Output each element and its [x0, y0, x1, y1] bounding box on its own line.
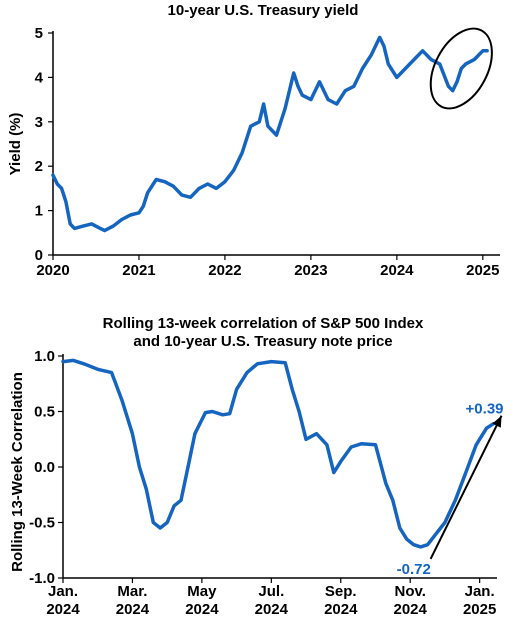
chart1-highlight-ellipse — [429, 27, 493, 110]
chart2-x-tick-month: Mar. — [117, 583, 147, 600]
chart2-x-tick-year: 2024 — [255, 601, 289, 618]
chart2-title-line1: Rolling 13-week correlation of S&P 500 I… — [102, 315, 424, 332]
treasury-yield-chart: 0 1 2 3 4 5 2020 2021 2022 2023 2024 2025 Yield (%) — [7, 25, 500, 279]
chart2-x-tick-year: 2025 — [463, 601, 496, 618]
chart1-title: 10-year U.S. Treasury yield — [167, 2, 359, 19]
chart1-x-tick-label: 2025 — [466, 262, 499, 279]
chart2-y-tick-label: -0.5 — [29, 515, 55, 532]
chart2-x-tick-month: May — [187, 583, 217, 600]
chart1-x-tick-label: 2020 — [36, 262, 69, 279]
chart1-y-tick-label: 4 — [35, 69, 44, 86]
chart2-x-tick-year: 2024 — [394, 601, 428, 618]
chart2-x-tick-month: Nov. — [394, 583, 425, 600]
chart2-annotation-trough: -0.72 — [397, 561, 431, 578]
chart2-y-tick-label: 0.5 — [34, 404, 55, 421]
chart2-correlation-line — [61, 358, 496, 549]
chart2-x-tick-year: 2024 — [185, 601, 219, 618]
chart2-trend-arrow-head — [492, 415, 502, 428]
chart1-y-tick-label: 3 — [35, 114, 43, 131]
chart1-yield-line — [51, 35, 489, 233]
chart2-trend-arrow-shaft — [429, 415, 503, 560]
chart2-x-tick-year: 2024 — [46, 601, 80, 618]
chart1-x-tick-label: 2022 — [208, 262, 241, 279]
chart1-y-tick-label: 2 — [35, 158, 43, 175]
chart2-x-tick-year: 2024 — [324, 601, 358, 618]
chart2-annotation-latest: +0.39 — [466, 401, 504, 418]
chart2-x-tick-year: 2024 — [116, 601, 150, 618]
chart2-x-tick-month: Sep. — [325, 583, 357, 600]
chart2-y-tick-label: 1.0 — [34, 348, 55, 365]
chart1-x-tick-label: 2023 — [294, 262, 327, 279]
chart1-x-tick-label: 2021 — [122, 262, 155, 279]
chart1-y-tick-label: 0 — [35, 247, 43, 264]
chart2-y-tick-label: 0.0 — [34, 459, 55, 476]
chart2-title-line2: and 10-year U.S. Treasury note price — [133, 333, 393, 350]
chart2-x-tick-month: Jul. — [258, 583, 284, 600]
chart2-x-tick-month: Jan. — [465, 583, 495, 600]
chart1-y-tick-label: 1 — [35, 203, 43, 220]
chart2-y-tick-label: -1.0 — [29, 570, 55, 587]
chart1-y-tick-label: 5 — [35, 25, 43, 42]
chart1-y-axis-label: Yield (%) — [7, 113, 24, 176]
chart1-x-tick-label: 2024 — [380, 262, 414, 279]
chart2-x-tick-month: Jan. — [48, 583, 78, 600]
chart2-y-axis-label: Rolling 13-Week Correlation — [9, 372, 26, 572]
